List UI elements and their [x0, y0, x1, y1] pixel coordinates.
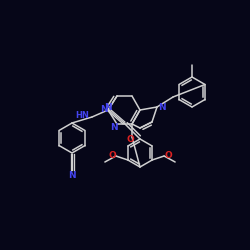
Text: O: O [108, 152, 116, 160]
Text: HN: HN [75, 110, 89, 120]
Text: N: N [100, 106, 108, 114]
Text: O: O [126, 134, 134, 143]
Text: N: N [158, 102, 166, 112]
Text: O: O [164, 152, 172, 160]
Text: N: N [68, 170, 76, 179]
Text: N: N [110, 122, 118, 132]
Text: N: N [104, 102, 112, 112]
